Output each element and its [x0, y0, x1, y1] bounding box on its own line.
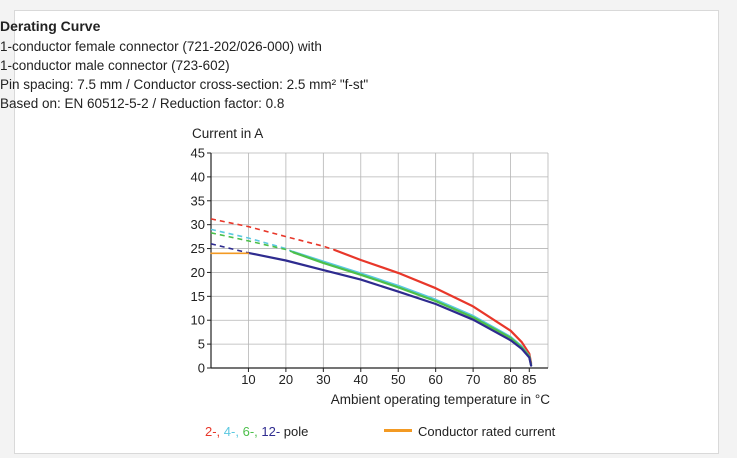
series-dashed-line — [210, 232, 294, 254]
plot-area — [211, 153, 548, 368]
y-tick-label: 40 — [191, 169, 205, 184]
y-tick-label: 10 — [191, 313, 205, 328]
legend-pole-2: 2-, — [205, 424, 224, 439]
x-tick-label: 50 — [391, 372, 405, 387]
y-tick-label: 25 — [191, 241, 205, 256]
x-axis-label: Ambient operating temperature in °C — [331, 392, 551, 407]
legend-pole-suffix: pole — [280, 424, 309, 439]
x-tick-label: 70 — [466, 372, 480, 387]
y-tick-label: 30 — [191, 217, 205, 232]
y-tick-label: 45 — [191, 146, 205, 161]
x-tick-label: 60 — [428, 372, 442, 387]
series-dashed-line — [210, 218, 335, 251]
x-tick-label: 40 — [354, 372, 368, 387]
series-dashed-line — [210, 243, 249, 254]
y-tick-label: 5 — [198, 337, 205, 352]
legend-rated-swatch — [384, 429, 412, 433]
chart-subtitle-line: 1-conductor female connector (721-202/02… — [0, 39, 322, 54]
x-tick-label: 85 — [522, 372, 536, 387]
chart-subtitle-line: Pin spacing: 7.5 mm / Conductor cross-se… — [0, 77, 369, 92]
chart-subtitle-line: Based on: EN 60512-5-2 / Reduction facto… — [0, 96, 285, 111]
legend-pole-6: 6-, — [242, 424, 262, 439]
x-tick-label: 30 — [316, 372, 330, 387]
x-tick-label: 20 — [279, 372, 293, 387]
y-tick-label: 15 — [191, 289, 205, 304]
legend-pole: 2-, 4-, 6-, 12- pole — [205, 424, 308, 439]
x-tick-label: 80 — [503, 372, 517, 387]
legend-rated-label: Conductor rated current — [418, 424, 556, 439]
legend-pole-4: 4-, — [223, 424, 243, 439]
y-axis-label: Current in A — [192, 126, 263, 141]
chart-title: Derating Curve — [0, 18, 101, 34]
chart-subtitle-line: 1-conductor male connector (723-602) — [0, 58, 230, 73]
y-tick-label: 0 — [198, 361, 205, 376]
series-line — [333, 248, 533, 365]
legend-pole-12: 12- — [261, 424, 281, 439]
series-line — [247, 251, 533, 367]
legend-rated: Conductor rated current — [384, 424, 555, 439]
series-dashed-line — [210, 228, 294, 253]
y-tick-label: 35 — [191, 193, 205, 208]
x-tick-label: 10 — [241, 372, 255, 387]
y-tick-label: 20 — [191, 265, 205, 280]
